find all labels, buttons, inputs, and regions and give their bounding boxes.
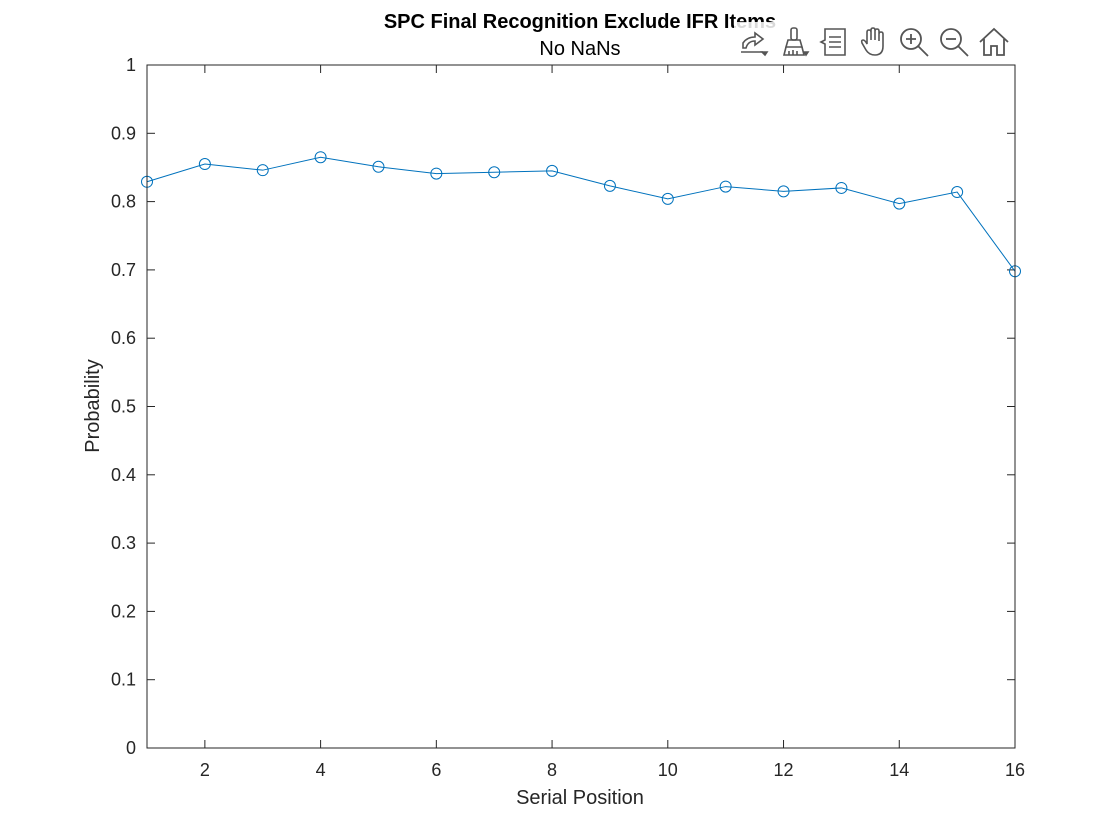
pan-hand-icon [860,27,884,56]
x-axis-label: Serial Position [516,787,644,809]
data-point [777,185,790,198]
y-axis-label: Probability [82,359,104,452]
chart-subtitle: No NaNs [539,38,620,60]
data-point [430,167,443,180]
data-point [603,179,616,192]
x-tick-label: 6 [431,760,441,780]
home-icon [979,27,1009,56]
y-tick-label: 0.4 [111,465,136,485]
datatip-button[interactable] [814,22,854,62]
data-point [372,160,385,173]
zoom-in-button[interactable] [894,22,934,62]
y-tick-label: 0.7 [111,260,136,280]
data-point [951,186,964,199]
export-button[interactable] [734,22,774,62]
y-tick-label: 0 [126,738,136,758]
y-tick-label: 0.3 [111,533,136,553]
zoom-out-button[interactable] [934,22,974,62]
chart-title: SPC Final Recognition Exclude IFR Items [384,11,776,33]
data-point [719,180,732,193]
y-tick-label: 1 [126,55,136,75]
y-tick-label: 0.1 [111,670,136,690]
y-tick-label: 0.2 [111,601,136,621]
brush-icon [782,27,810,57]
data-point [488,166,501,179]
x-tick-label: 12 [774,760,794,780]
data-point [835,181,848,194]
data-point [314,151,327,164]
series-line [146,156,1016,272]
export-icon [741,31,769,57]
x-tick-label: 16 [1005,760,1025,780]
x-tick-label: 10 [658,760,678,780]
zoom-out-icon [940,28,969,57]
data-point [546,164,559,177]
axes-toolbar [734,22,1014,62]
data-point [893,197,906,210]
data-point [256,164,269,177]
x-tick-label: 14 [889,760,909,780]
y-tick-label: 0.8 [111,192,136,212]
axes-box [146,64,1016,749]
zoom-in-icon [900,28,929,57]
x-tick-label: 2 [200,760,210,780]
datatip-icon [819,28,846,56]
y-tick-label: 0.5 [111,397,136,417]
tick-labels-layer: 2 4 6 8 10 12 14 16 0 0.1 0.2 0.3 0.4 0.5 0.6 0.7 0.8 0.9… [111,55,1025,780]
pan-button[interactable] [854,22,894,62]
restore-view-button[interactable] [974,22,1014,62]
data-point [661,192,674,205]
brush-button[interactable] [774,22,814,62]
plot-area [147,65,1015,748]
x-tick-label: 8 [547,760,557,780]
y-tick-label: 0.9 [111,123,136,143]
x-tick-label: 4 [316,760,326,780]
y-tick-label: 0.6 [111,328,136,348]
data-point [198,158,211,171]
